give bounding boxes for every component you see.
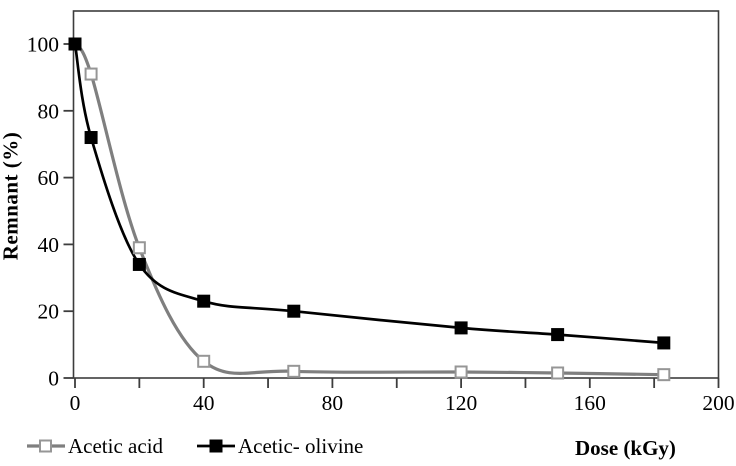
y-tick-label: 100 bbox=[27, 33, 59, 57]
data-point-marker bbox=[132, 257, 146, 271]
data-point-marker bbox=[287, 304, 301, 318]
data-point-marker bbox=[657, 368, 671, 382]
legend: Acetic acid Acetic- olivine bbox=[0, 434, 736, 460]
data-point-marker bbox=[551, 366, 565, 380]
x-axis: 0 40 80 120 160 200 bbox=[70, 378, 735, 415]
data-point-marker bbox=[197, 354, 211, 368]
x-tick-label: 160 bbox=[574, 391, 606, 415]
data-point-marker bbox=[287, 364, 301, 378]
filled-square-marker-icon bbox=[197, 439, 235, 453]
series-line-acetic-acid bbox=[73, 42, 666, 377]
legend-label-acetic-olivine: Acetic- olivine bbox=[238, 433, 364, 458]
data-point-marker bbox=[454, 321, 468, 335]
x-tick-label: 120 bbox=[445, 391, 477, 415]
y-axis: 0 20 40 60 80 100 bbox=[27, 33, 74, 391]
y-axis-title: Remnant (%) bbox=[0, 131, 23, 261]
y-tick-label: 80 bbox=[38, 99, 60, 123]
y-tick-label: 0 bbox=[48, 367, 59, 391]
y-tick-label: 40 bbox=[38, 233, 60, 257]
open-square-marker-icon bbox=[27, 439, 65, 453]
y-tick-label: 20 bbox=[38, 300, 60, 324]
plot-frame bbox=[72, 10, 720, 379]
series-line-acetic-olivine bbox=[73, 42, 666, 345]
x-tick-label: 40 bbox=[193, 391, 215, 415]
x-axis-title: Dose (kGy) bbox=[575, 436, 676, 460]
data-point-marker bbox=[551, 328, 565, 342]
x-tick-label: 0 bbox=[70, 391, 81, 415]
legend-label-acetic-acid: Acetic acid bbox=[68, 433, 164, 458]
y-tick-label: 60 bbox=[38, 166, 60, 190]
data-point-marker bbox=[132, 241, 146, 255]
legend-item-acetic-olivine: Acetic- olivine bbox=[197, 434, 363, 458]
series-markers-acetic-acid bbox=[68, 37, 671, 382]
data-point-marker bbox=[657, 336, 671, 350]
x-tick-label: 200 bbox=[702, 391, 734, 415]
legend-item-acetic-acid: Acetic acid bbox=[27, 434, 163, 458]
series-markers-acetic-olivine bbox=[68, 37, 671, 350]
data-point-marker bbox=[68, 37, 82, 51]
x-tick-label: 80 bbox=[322, 391, 344, 415]
data-point-marker bbox=[84, 131, 98, 145]
data-point-marker bbox=[454, 365, 468, 379]
data-point-marker bbox=[197, 294, 211, 308]
data-point-marker bbox=[84, 67, 98, 81]
